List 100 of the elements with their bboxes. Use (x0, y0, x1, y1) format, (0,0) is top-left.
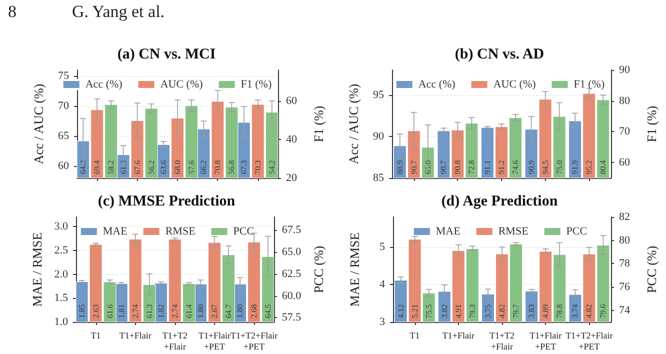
data-label: 79.6 (598, 304, 608, 318)
y-axis-title: MAE / RMSE (29, 232, 44, 307)
legend-label: PCC (566, 226, 588, 238)
y2-tick-label: 60.0 (282, 290, 302, 302)
y2-tick-label: 78 (619, 258, 630, 270)
y2-tick-label: 70 (619, 126, 630, 138)
text: 8 (8, 2, 16, 22)
data-label: 3.74 (570, 304, 580, 318)
data-label: 75.0 (554, 160, 564, 174)
legend-label: RMSE (498, 226, 529, 238)
y-tick-label: 3 (380, 316, 386, 328)
data-label: 58.2 (106, 160, 116, 174)
x-tick-label: T1 (410, 330, 420, 340)
data-label: 1.81 (116, 304, 126, 318)
data-label: 63.6 (159, 160, 168, 174)
data-label: 2.74 (170, 304, 180, 318)
chart-title: (d) Age Prediction (441, 194, 558, 210)
y2-tick-label: 62.5 (282, 268, 302, 280)
data-label: 2.68 (250, 304, 259, 318)
legend-label: AUC (%) (160, 78, 204, 90)
data-label: 91.9 (570, 160, 580, 174)
data-label: 68.0 (173, 160, 182, 174)
y2-tick-label: 60 (619, 156, 630, 169)
data-label: 67.3 (239, 160, 248, 174)
data-label: 4.91 (454, 304, 463, 318)
y-tick-label: 75 (58, 70, 70, 82)
data-label: 3.75 (484, 304, 492, 318)
data-label: 64.7 (224, 304, 233, 318)
data-label: 54.2 (267, 160, 276, 174)
data-label: 61.4 (184, 304, 194, 318)
legend-label: MAE (436, 226, 461, 238)
x-tick-label: T1+Flair (442, 330, 474, 340)
data-label: 74.6 (511, 160, 520, 174)
data-label: 90.9 (526, 160, 536, 174)
data-label: 64.2 (78, 160, 88, 174)
data-label: 56.8 (227, 160, 236, 174)
legend-label: F1 (%) (240, 78, 272, 90)
data-label: 5.21 (410, 304, 420, 318)
data-label: 80.4 (598, 160, 608, 174)
y2-tick-label: 80 (619, 94, 630, 107)
y-axis-title: MAE / RMSE (347, 232, 362, 307)
data-label: 72.8 (467, 160, 476, 174)
y-tick-label: 85 (373, 172, 384, 184)
data-label: 79.3 (468, 304, 477, 318)
data-label: 1.82 (156, 304, 166, 318)
legend-label: PCC (233, 226, 254, 238)
data-label: 3.83 (527, 304, 536, 318)
data-label: 79.7 (512, 304, 520, 318)
y2-tick-label: 65.0 (282, 246, 302, 258)
data-label: 1.80 (236, 304, 245, 318)
data-label: 70.8 (213, 160, 222, 174)
text: G. Yang et al. (72, 2, 165, 22)
data-label: 2.67 (210, 304, 219, 318)
x-tick-label: T1+T2+Flair +PET (230, 330, 278, 352)
legend-label: AUC (%) (493, 78, 536, 90)
y-tick-label: 2.0 (54, 268, 68, 280)
data-label: 2.63 (91, 304, 100, 318)
y2-tick-label: 60 (286, 94, 298, 107)
data-label: 1.85 (78, 304, 87, 318)
y2-axis-title: PCC (%) (311, 246, 326, 294)
y2-axis-title: PCC (%) (644, 246, 659, 294)
legend-label: Acc (%) (418, 78, 456, 90)
data-label: 91.2 (497, 160, 506, 174)
data-label: 75.5 (424, 304, 434, 318)
data-label: 56.2 (146, 160, 156, 174)
y2-tick-label: 57.5 (282, 312, 302, 324)
data-label: 64.5 (263, 304, 272, 318)
data-label: 88.9 (395, 160, 404, 174)
data-label: 67.6 (132, 160, 142, 174)
chart-title: (b) CN vs. AD (454, 46, 544, 62)
y2-tick-label: 20 (286, 172, 298, 184)
data-label: 90.8 (453, 160, 462, 174)
y-tick-label: 1.0 (54, 316, 68, 328)
x-tick-label: T1+T2 +Flair (489, 330, 515, 352)
x-tick-label: T1+T2 +Flair (162, 330, 188, 352)
data-label: 4.82 (584, 304, 594, 318)
y-tick-label: 65 (58, 130, 70, 142)
data-label: 66.2 (199, 160, 208, 174)
x-tick-label: T1+T2+Flair +PET (566, 330, 613, 352)
y2-tick-label: 74 (619, 304, 630, 316)
x-tick-label: T1+Flair +PET (198, 330, 231, 352)
y2-tick-label: 67.5 (282, 224, 302, 236)
data-label: 3.82 (440, 304, 449, 318)
data-label: 91.1 (483, 160, 492, 174)
y-tick-label: 95 (373, 88, 384, 101)
y2-tick-label: 82 (619, 211, 630, 223)
data-label: 70.3 (253, 160, 262, 174)
y-tick-label: 1.5 (54, 292, 68, 304)
data-label: 4.12 (396, 304, 406, 318)
data-label: 95.2 (584, 160, 594, 174)
data-label: 4.82 (498, 304, 506, 318)
y2-tick-label: 90 (619, 64, 630, 76)
y-tick-label: 60 (58, 160, 70, 172)
data-label: 61.6 (105, 304, 114, 318)
y-tick-label: 90 (373, 130, 384, 142)
x-tick-label: T1+Flair +PET (530, 330, 562, 352)
y-axis-title: Acc / AUC (%) (346, 84, 361, 164)
x-tick-label: T1+Flair (119, 330, 152, 340)
chart-title: (c) MMSE Prediction (98, 194, 236, 210)
data-label: 94.5 (540, 160, 550, 174)
